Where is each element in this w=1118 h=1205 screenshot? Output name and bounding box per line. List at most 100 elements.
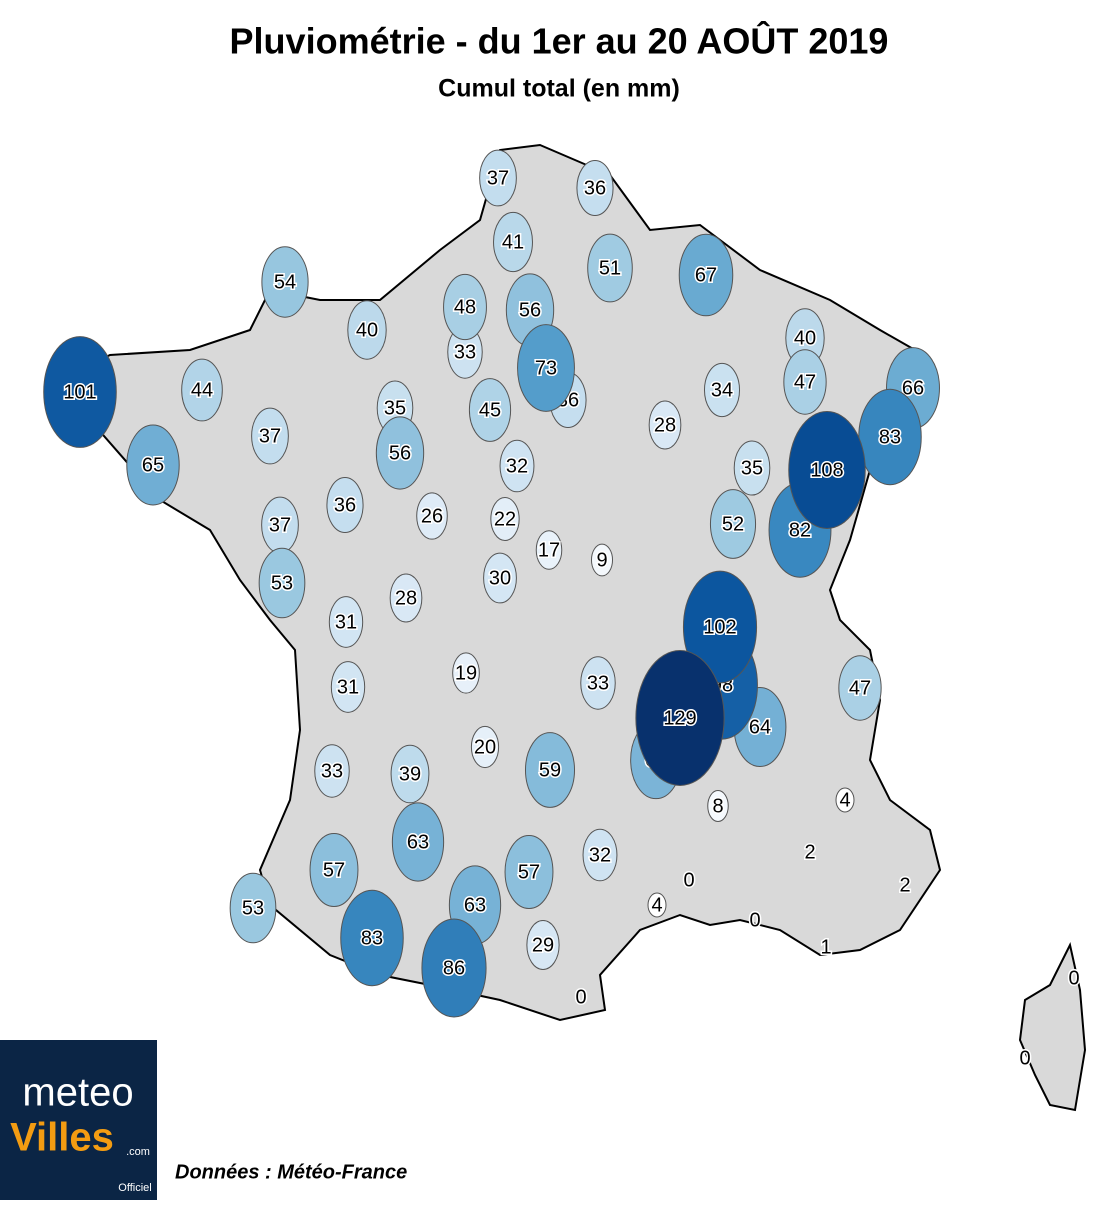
rain-value: 108 <box>810 459 843 481</box>
rain-bubble <box>576 160 614 216</box>
source: Données : Météo-France <box>175 1161 407 1183</box>
rain-bubble <box>261 246 309 318</box>
rain-value: 73 <box>535 357 557 379</box>
rain-value: 45 <box>479 399 501 421</box>
rain-value: 2 <box>804 841 815 863</box>
rain-value: 29 <box>532 934 554 956</box>
rain-value: 8 <box>712 795 723 817</box>
rain-value: 0 <box>683 869 694 891</box>
rain-value: 9 <box>596 549 607 571</box>
rain-value: 34 <box>711 379 733 401</box>
rain-value: 0 <box>575 986 586 1008</box>
rain-bubble <box>421 918 487 1018</box>
rain-value: 37 <box>269 514 291 536</box>
rain-value: 33 <box>587 672 609 694</box>
rain-bubble <box>517 324 575 412</box>
rain-bubble <box>582 828 618 882</box>
rain-bubble <box>709 489 757 559</box>
rain-bubble <box>783 349 827 415</box>
rain-bubble <box>483 552 517 604</box>
rain-value: 26 <box>421 505 443 527</box>
rain-bubble <box>788 411 866 529</box>
rain-value: 47 <box>794 371 816 393</box>
rain-value: 63 <box>464 894 486 916</box>
rain-value: 40 <box>794 327 816 349</box>
rain-value: 56 <box>389 442 411 464</box>
rain-bubble <box>524 732 576 808</box>
rain-value: 35 <box>384 397 406 419</box>
rain-bubble <box>835 787 855 813</box>
rain-value: 67 <box>695 264 717 286</box>
rain-bubble <box>587 233 633 303</box>
rain-bubble <box>733 440 771 496</box>
rain-value: 19 <box>455 662 477 684</box>
rain-bubble <box>389 573 423 623</box>
rain-value: 53 <box>242 897 264 919</box>
rain-value: 40 <box>356 319 378 341</box>
rain-bubble <box>452 652 480 694</box>
rain-value: 1 <box>820 936 831 958</box>
rain-value: 0 <box>749 909 760 931</box>
rain-bubble <box>326 477 364 533</box>
rain-value: 28 <box>395 587 417 609</box>
logo-text: .com <box>126 1146 150 1158</box>
rain-value: 36 <box>584 177 606 199</box>
rain-value: 22 <box>494 508 516 530</box>
rain-bubble <box>328 596 364 648</box>
rain-value: 59 <box>539 759 561 781</box>
rain-value: 33 <box>321 760 343 782</box>
rain-bubble <box>535 530 563 570</box>
rain-value: 31 <box>337 676 359 698</box>
rain-value: 32 <box>506 455 528 477</box>
rain-bubble <box>251 407 289 465</box>
rain-bubble <box>330 661 366 713</box>
title: Pluviométrie - du 1er au 20 AOÛT 2019 <box>230 20 889 62</box>
rain-value: 33 <box>454 341 476 363</box>
rain-value: 63 <box>407 831 429 853</box>
rain-bubble <box>468 378 512 442</box>
rain-value: 41 <box>502 231 524 253</box>
rain-bubble <box>470 725 500 769</box>
rain-value: 102 <box>703 616 736 638</box>
corsica-outline <box>1018 942 1087 1112</box>
rain-bubble <box>499 439 535 493</box>
rain-bubble <box>258 547 306 619</box>
rain-bubble <box>590 543 614 577</box>
rain-value: 32 <box>589 844 611 866</box>
logo-text: meteo <box>22 1071 133 1115</box>
rain-value: 39 <box>399 763 421 785</box>
rain-value: 83 <box>879 426 901 448</box>
rain-value: 53 <box>271 572 293 594</box>
rain-bubble <box>493 211 533 273</box>
rain-value: 44 <box>191 379 213 401</box>
rain-value: 129 <box>663 707 696 729</box>
rain-bubble <box>504 834 554 910</box>
rain-bubble <box>647 892 667 918</box>
rain-bubble <box>526 920 560 970</box>
rain-bubble <box>479 149 517 207</box>
rain-value: 0 <box>1068 967 1079 989</box>
rain-value: 2 <box>899 874 910 896</box>
rain-bubble <box>635 650 725 786</box>
rain-bubble <box>375 416 425 490</box>
subtitle: Cumul total (en mm) <box>438 75 680 103</box>
rain-value: 65 <box>142 454 164 476</box>
rain-bubble <box>340 889 404 987</box>
rain-bubble <box>838 655 882 721</box>
rain-value: 57 <box>518 861 540 883</box>
rain-value: 57 <box>323 859 345 881</box>
rain-value: 4 <box>651 894 662 916</box>
rain-bubble <box>416 492 448 540</box>
rain-bubble <box>391 802 445 882</box>
rain-bubble <box>443 273 487 341</box>
rain-bubble <box>580 656 616 710</box>
rain-value: 83 <box>361 927 383 949</box>
rain-value: 31 <box>335 611 357 633</box>
rain-value: 48 <box>454 296 476 318</box>
rain-bubble <box>682 570 758 684</box>
rain-value: 30 <box>489 567 511 589</box>
rain-bubble <box>309 832 359 908</box>
rain-value: 47 <box>849 677 871 699</box>
rain-value: 51 <box>599 257 621 279</box>
logo-badge: Officiel <box>118 1182 151 1194</box>
